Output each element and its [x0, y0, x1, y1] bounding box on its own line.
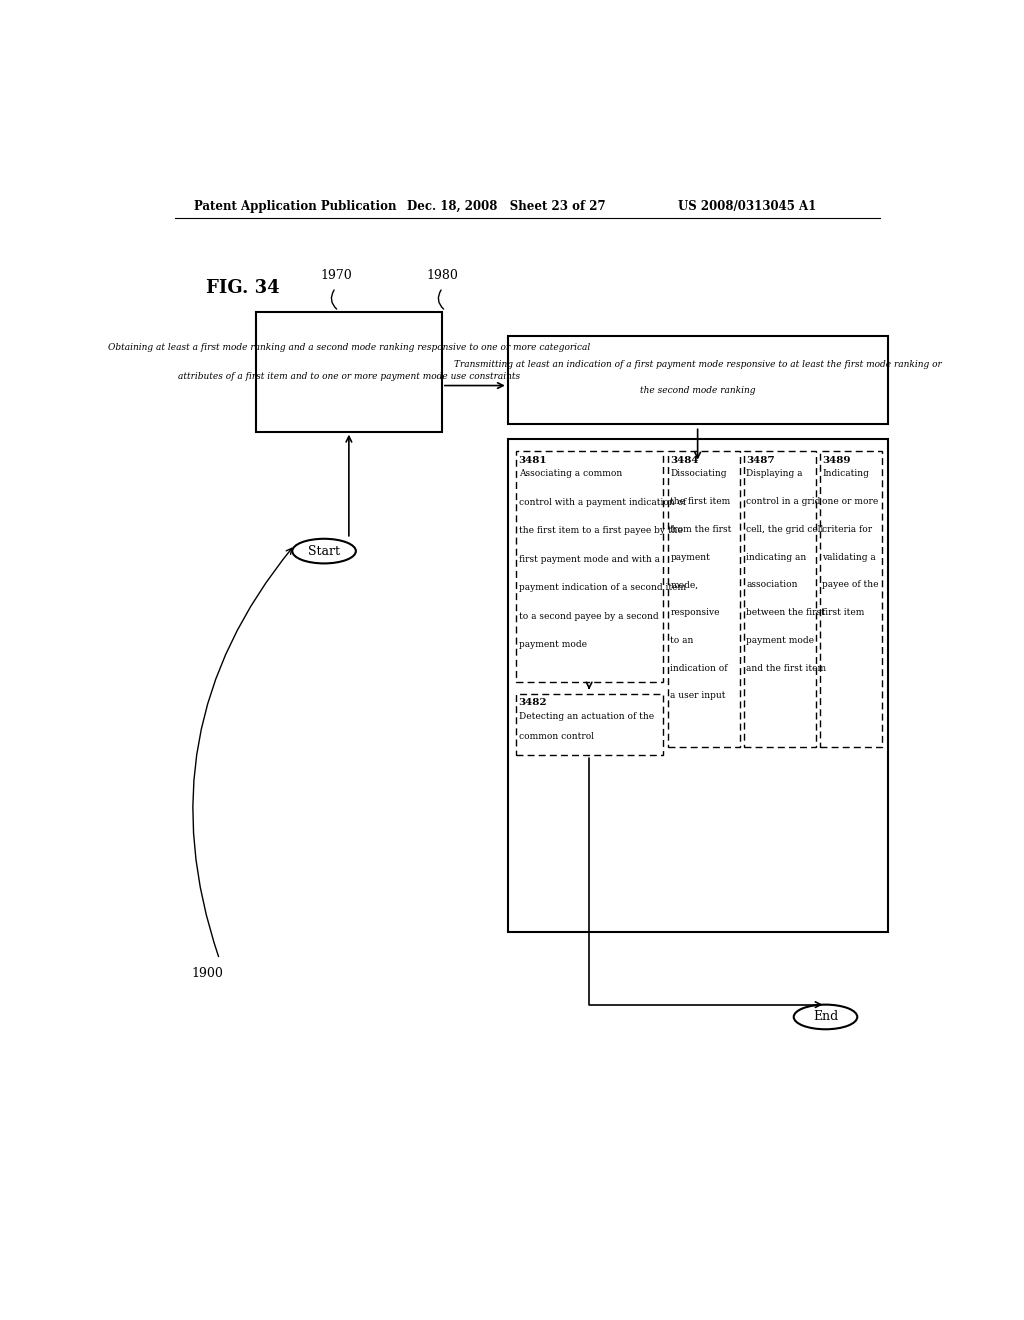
- Text: US 2008/0313045 A1: US 2008/0313045 A1: [678, 199, 816, 213]
- Text: the first item to a first payee by the: the first item to a first payee by the: [518, 527, 682, 536]
- Text: 3487: 3487: [746, 455, 775, 465]
- Text: validating a: validating a: [822, 553, 877, 561]
- Text: Dissociating: Dissociating: [671, 470, 727, 478]
- Text: 1980: 1980: [426, 269, 459, 282]
- Text: one or more: one or more: [822, 498, 879, 506]
- Text: 3489: 3489: [822, 455, 851, 465]
- Text: Transmitting at least an indication of a first payment mode responsive to at lea: Transmitting at least an indication of a…: [454, 360, 941, 370]
- Text: responsive: responsive: [671, 609, 720, 616]
- Text: 3482: 3482: [518, 698, 547, 708]
- Text: the first item: the first item: [671, 498, 731, 506]
- Text: payment indication of a second item: payment indication of a second item: [518, 583, 686, 593]
- Text: Patent Application Publication: Patent Application Publication: [194, 199, 396, 213]
- Text: 3481: 3481: [518, 455, 547, 465]
- Text: first payment mode and with a: first payment mode and with a: [518, 554, 659, 564]
- Text: control in a grid: control in a grid: [746, 498, 821, 506]
- Text: a user input: a user input: [671, 692, 726, 700]
- Text: payment mode: payment mode: [518, 640, 587, 649]
- Text: between the first: between the first: [746, 609, 825, 616]
- Text: attributes of a first item and to one or more payment mode use constraints: attributes of a first item and to one or…: [178, 372, 520, 380]
- Text: FIG. 34: FIG. 34: [206, 279, 280, 297]
- Text: Dec. 18, 2008   Sheet 23 of 27: Dec. 18, 2008 Sheet 23 of 27: [407, 199, 605, 213]
- Text: association: association: [746, 581, 798, 589]
- Text: Displaying a: Displaying a: [746, 470, 803, 478]
- Text: payment: payment: [671, 553, 711, 561]
- Text: from the first: from the first: [671, 525, 732, 533]
- Text: criteria for: criteria for: [822, 525, 872, 533]
- Text: 1900: 1900: [191, 966, 223, 979]
- Text: payment mode: payment mode: [746, 636, 814, 644]
- Text: mode,: mode,: [671, 581, 698, 589]
- Text: Start: Start: [308, 545, 340, 557]
- Text: and the first item: and the first item: [746, 664, 826, 672]
- Text: Obtaining at least a first mode ranking and a second mode ranking responsive to : Obtaining at least a first mode ranking …: [108, 343, 590, 351]
- Text: indication of: indication of: [671, 664, 728, 672]
- Text: to a second payee by a second: to a second payee by a second: [518, 612, 658, 620]
- Text: Detecting an actuation of the: Detecting an actuation of the: [518, 711, 653, 721]
- Text: first item: first item: [822, 609, 865, 616]
- Text: 3484: 3484: [671, 455, 699, 465]
- Text: Indicating: Indicating: [822, 470, 869, 478]
- Text: End: End: [813, 1010, 838, 1023]
- Text: common control: common control: [518, 733, 594, 741]
- Text: indicating an: indicating an: [746, 553, 807, 561]
- Text: cell, the grid cell: cell, the grid cell: [746, 525, 823, 533]
- Text: payee of the: payee of the: [822, 581, 879, 589]
- Text: to an: to an: [671, 636, 694, 644]
- Text: 1970: 1970: [321, 269, 352, 282]
- Text: the second mode ranking: the second mode ranking: [640, 387, 756, 396]
- Text: Associating a common: Associating a common: [518, 470, 622, 478]
- Text: control with a payment indication of: control with a payment indication of: [518, 498, 686, 507]
